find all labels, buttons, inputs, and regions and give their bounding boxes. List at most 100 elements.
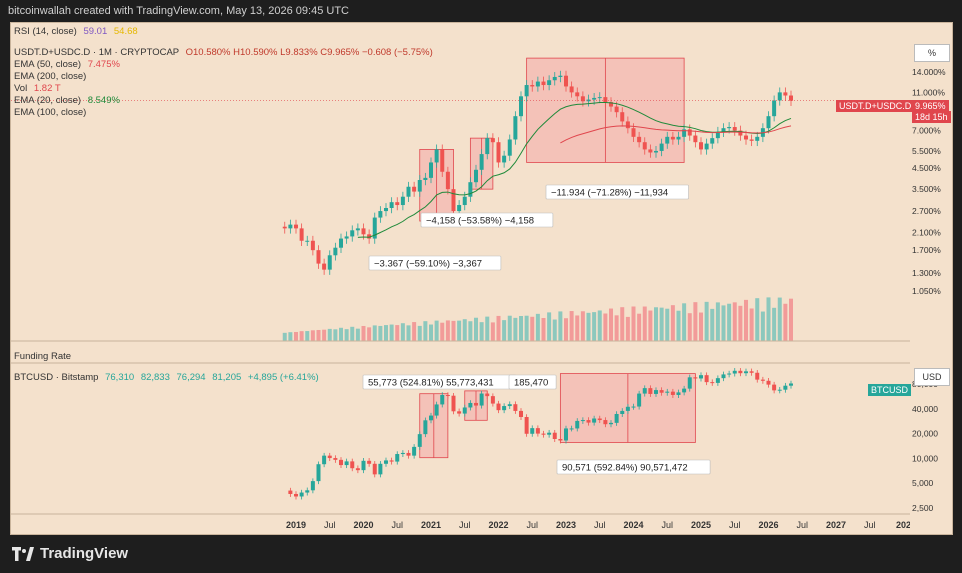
btc-legend[interactable]: BTCUSD · Bitstamp 76,310 82,833 76,294 8… xyxy=(14,372,319,383)
dominance-candle xyxy=(783,92,788,96)
btc-candle xyxy=(586,420,591,423)
volume-bar xyxy=(625,316,630,341)
dominance-candle xyxy=(412,186,417,192)
btc-candle xyxy=(524,417,529,434)
dominance-candle xyxy=(535,81,540,87)
volume-bar xyxy=(535,313,540,341)
btc-candle xyxy=(384,460,388,464)
volume-bar xyxy=(659,307,664,341)
volume-bar xyxy=(384,325,388,341)
btc-candle xyxy=(625,406,630,411)
ema200-legend[interactable]: EMA (200, close) xyxy=(14,71,86,82)
dominance-candle xyxy=(597,97,602,99)
funding-rate-label[interactable]: Funding Rate xyxy=(14,351,72,362)
dominance-candle xyxy=(530,85,535,87)
dominance-candle xyxy=(519,96,523,117)
dominance-candle xyxy=(789,95,793,101)
x-tick-label: 2025 xyxy=(691,520,711,530)
btc-candle xyxy=(631,406,636,408)
volume-bar xyxy=(715,302,720,341)
dominance-candle xyxy=(586,99,591,102)
btc-candle xyxy=(592,418,597,423)
dominance-candle xyxy=(288,224,293,229)
vol-legend[interactable]: Vol 1.82 T xyxy=(14,83,61,94)
volume-bar xyxy=(777,297,782,341)
btc-candle xyxy=(777,389,782,391)
volume-bar xyxy=(496,315,501,341)
volume-bar xyxy=(372,325,377,341)
dominance-candle xyxy=(699,142,703,150)
annotation-2021-drop-second: −4,158 (−53.58%) −4,158 xyxy=(426,216,534,227)
volume-bar xyxy=(378,325,383,341)
btc-close: 81,205 xyxy=(212,372,242,383)
dominance-candle xyxy=(676,136,681,140)
btc-y-tick-label: 2,500 xyxy=(912,503,934,513)
price-badge-countdown: 18d 15h xyxy=(912,111,951,123)
dominance-candle xyxy=(614,106,619,113)
dominance-candle xyxy=(282,226,287,229)
rsi-legend[interactable]: RSI (14, close) 59.01 54.68 xyxy=(14,26,138,37)
volume-bar xyxy=(699,312,703,341)
btc-candle xyxy=(451,395,456,412)
y-tick-label: 1.300% xyxy=(912,268,941,278)
btc-candle xyxy=(603,420,608,425)
chart-frame[interactable]: −11.934 (−71.28%) −11,934 −4,158 (−53.58%… xyxy=(10,22,912,535)
chart-credit: bitcoinwallah created with TradingView.c… xyxy=(8,5,349,17)
btc-candle xyxy=(676,392,681,395)
annotation-2021-drop: −3.367 (−59.10%) −3,367 xyxy=(374,259,482,270)
btc-candle xyxy=(693,377,698,379)
volume-bar xyxy=(282,332,287,341)
symbol-legend[interactable]: USDT.D+USDC.D · 1M · CRYPTOCAP O10.580% … xyxy=(14,47,433,58)
volume-bar xyxy=(783,303,788,341)
rsi-ma-value: 54.68 xyxy=(113,26,138,37)
volume-bar xyxy=(569,311,574,341)
btc-candle xyxy=(614,413,619,423)
chart-canvas[interactable]: −11.934 (−71.28%) −11,934 −4,158 (−53.58%… xyxy=(11,23,911,534)
btc-candle xyxy=(727,373,732,375)
btc-candle xyxy=(361,460,366,471)
volume-bar xyxy=(389,324,394,341)
dominance-candle xyxy=(384,207,388,212)
dominance-candle xyxy=(378,211,383,218)
btc-low: 76,294 xyxy=(176,372,206,383)
volume-bar xyxy=(400,323,405,341)
volume-bar xyxy=(490,322,495,341)
btc-candle xyxy=(445,395,450,397)
x-tick-label: 2020 xyxy=(353,520,373,530)
volume-bar xyxy=(597,310,602,341)
btc-candle xyxy=(654,390,658,394)
btc-candle xyxy=(648,388,653,394)
volume-bar xyxy=(434,320,439,341)
volume-bar xyxy=(704,301,709,341)
x-tick-label: 2021 xyxy=(421,520,441,530)
volume-bar xyxy=(642,306,647,341)
percent-scale-button[interactable]: % xyxy=(914,44,950,62)
ema20-legend[interactable]: EMA (20, close) 8.549% xyxy=(14,95,120,106)
volume-bar xyxy=(682,303,687,341)
volume-bar xyxy=(485,316,490,341)
dominance-candle xyxy=(294,224,298,229)
tradingview-logo[interactable]: TradingView xyxy=(12,545,128,562)
dominance-candle xyxy=(710,138,715,144)
price-scale[interactable]: 14.000% 11.000% 7.000% 5.500% 4.500% 3.500% 2.… xyxy=(910,22,953,535)
usd-scale-button[interactable]: USD xyxy=(914,368,950,386)
dominance-candle xyxy=(299,228,304,241)
volume-bar xyxy=(440,322,445,341)
ema100-legend[interactable]: EMA (100, close) xyxy=(14,107,86,118)
volume-bar xyxy=(592,312,597,341)
btc-candle xyxy=(507,404,512,407)
volume-bar xyxy=(738,305,743,341)
y-tick-label: 2.100% xyxy=(912,227,941,237)
volume-bar xyxy=(288,332,293,341)
volume-bar xyxy=(614,315,619,341)
dominance-candle xyxy=(474,169,478,183)
dominance-candle xyxy=(434,149,439,163)
vol-value: 1.82 T xyxy=(33,83,61,94)
dominance-candle xyxy=(580,96,585,102)
x-tick-label: Jul xyxy=(324,520,336,530)
ema50-legend[interactable]: EMA (50, close) 7.475% xyxy=(14,59,120,70)
y-tick-label: 1.050% xyxy=(912,286,941,296)
ohlc-values: O10.580% H10.590% L9.833% C9.965% −0.608… xyxy=(185,47,433,58)
volume-bar xyxy=(305,331,310,341)
btc-candle xyxy=(772,384,777,391)
